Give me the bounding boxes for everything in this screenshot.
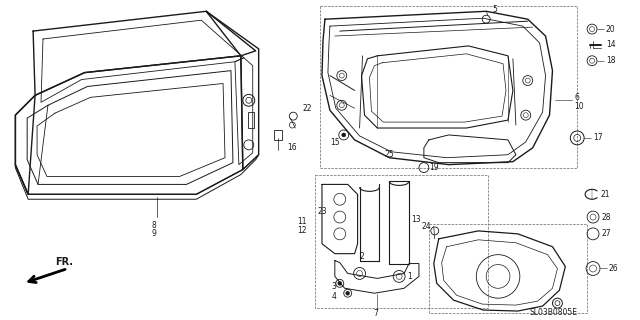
Text: 9: 9 [152, 229, 156, 238]
Circle shape [338, 281, 342, 285]
Text: 7: 7 [373, 308, 378, 317]
Circle shape [342, 133, 346, 137]
Text: 12: 12 [298, 227, 307, 236]
Text: SL03B0805E: SL03B0805E [529, 308, 577, 316]
Text: 2: 2 [360, 252, 364, 261]
Text: 4: 4 [332, 292, 337, 301]
Text: 25: 25 [384, 150, 394, 159]
Text: 23: 23 [317, 207, 326, 216]
Text: 10: 10 [574, 102, 584, 111]
Text: 13: 13 [411, 214, 420, 224]
Text: 15: 15 [330, 138, 339, 147]
Text: 21: 21 [601, 190, 611, 199]
Text: 3: 3 [332, 282, 337, 291]
Text: 19: 19 [429, 163, 438, 172]
Text: 6: 6 [574, 93, 579, 102]
Text: 8: 8 [152, 221, 156, 230]
Text: 18: 18 [606, 56, 616, 65]
Text: 5: 5 [492, 5, 497, 14]
Bar [320, 6, 577, 168]
Text: 11: 11 [298, 217, 307, 226]
Text: 14: 14 [606, 40, 616, 49]
Text: 1: 1 [407, 272, 412, 281]
Text: 28: 28 [602, 212, 611, 221]
Text: 17: 17 [593, 133, 603, 142]
Text: 24: 24 [421, 222, 431, 231]
Text: 26: 26 [609, 264, 618, 273]
Bar [429, 224, 587, 313]
Circle shape [346, 291, 349, 295]
Text: 27: 27 [602, 229, 612, 238]
Bar [315, 174, 488, 308]
Text: 20: 20 [606, 25, 616, 34]
Text: 16: 16 [287, 143, 297, 152]
Bar [275, 130, 282, 140]
Bar [248, 112, 253, 128]
Text: 22: 22 [302, 104, 312, 113]
Text: FR.: FR. [55, 257, 73, 267]
